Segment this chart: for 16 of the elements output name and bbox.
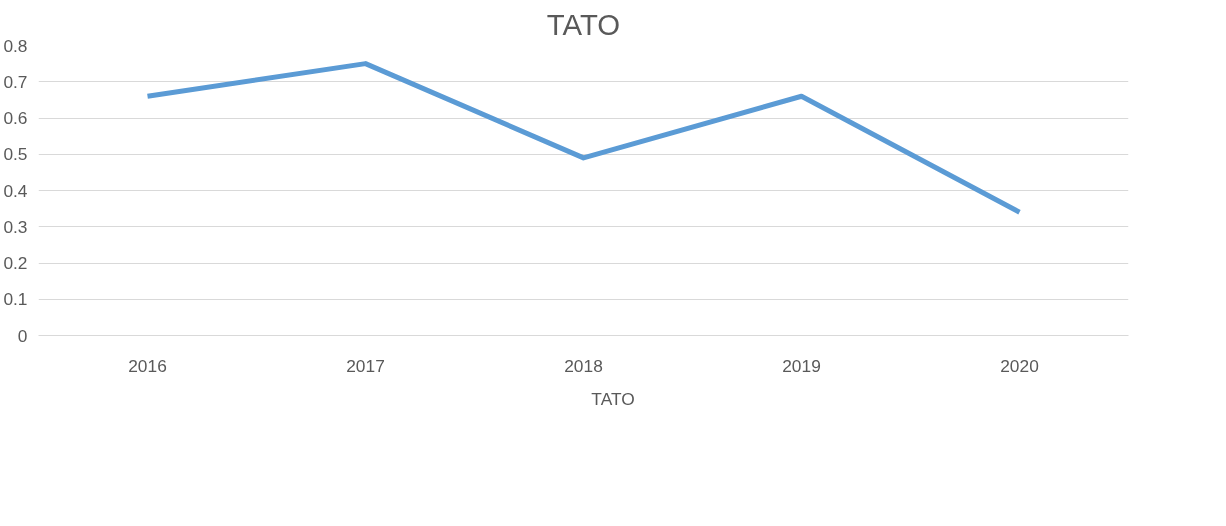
x-tick-label: 2017 — [346, 355, 385, 376]
x-tick-label: 2018 — [564, 355, 603, 376]
y-tick-label: 0 — [17, 325, 28, 346]
y-tick-label: 0.3 — [3, 216, 28, 237]
x-tick-label: 2019 — [782, 355, 821, 376]
y-tick-label: 0.7 — [3, 71, 28, 92]
y-tick-label: 0.2 — [3, 253, 28, 273]
x-tick-label: 2016 — [128, 355, 167, 376]
x-tick-label: 2020 — [1000, 355, 1039, 376]
text: TATO — [591, 388, 635, 410]
y-tick-label: 0.8 — [3, 35, 28, 56]
y-tick-label: 0.4 — [3, 180, 28, 201]
y-tick-label: 0.6 — [3, 108, 28, 128]
chart-title: TATO — [546, 7, 621, 41]
y-tick-label: 0.5 — [3, 144, 28, 165]
y-tick-label: 0.1 — [3, 289, 28, 310]
